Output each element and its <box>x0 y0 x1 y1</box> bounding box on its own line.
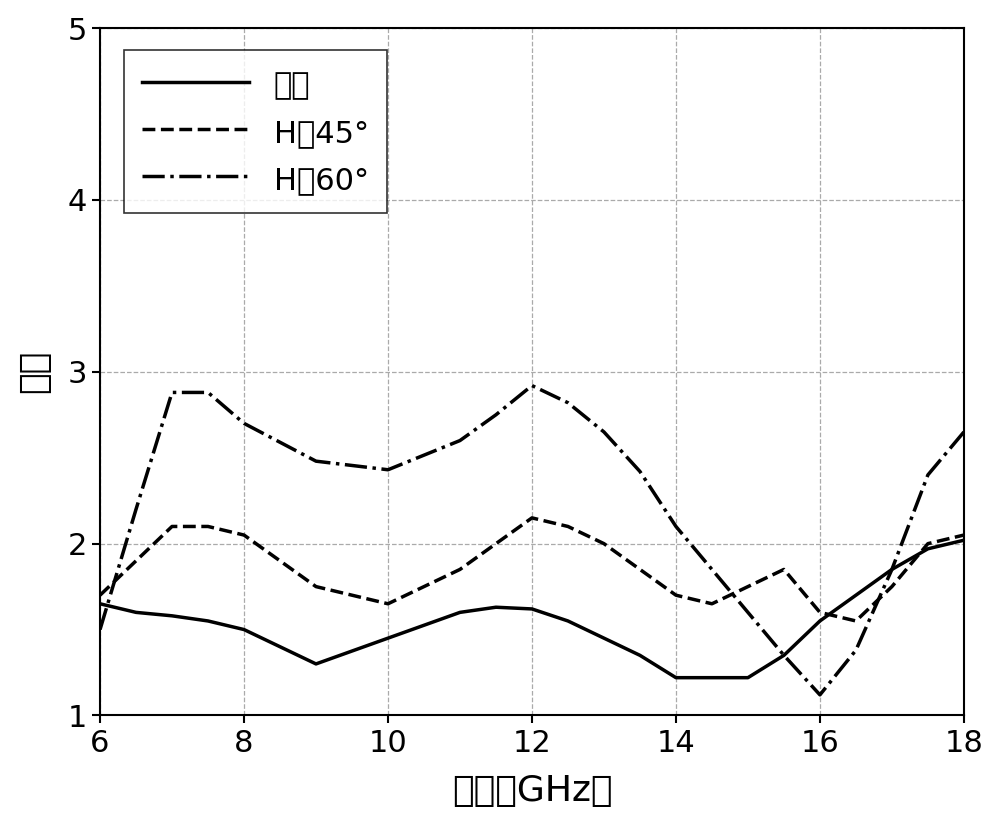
H面45° <box>562 521 574 531</box>
H面60° <box>202 388 214 398</box>
H面45° <box>778 564 790 574</box>
H面45° <box>238 530 250 540</box>
H面60° <box>778 650 790 660</box>
H面45° <box>454 564 466 574</box>
侧射 <box>310 659 322 669</box>
H面60° <box>814 690 826 700</box>
H面60° <box>310 456 322 466</box>
侧射 <box>670 672 682 682</box>
侧射 <box>742 672 754 682</box>
Y-axis label: 驻波: 驻波 <box>17 350 51 394</box>
H面60° <box>922 470 934 480</box>
侧射 <box>490 602 502 612</box>
H面60° <box>886 564 898 574</box>
H面45° <box>850 616 862 626</box>
侧射 <box>958 535 970 545</box>
侧射 <box>130 607 142 617</box>
H面45° <box>490 539 502 549</box>
H面45° <box>922 539 934 549</box>
X-axis label: 频率（GHz）: 频率（GHz） <box>452 775 612 808</box>
H面45° <box>886 582 898 592</box>
侧射 <box>634 650 646 660</box>
H面45° <box>310 582 322 592</box>
H面45° <box>706 599 718 609</box>
H面45° <box>526 513 538 523</box>
H面60° <box>454 436 466 446</box>
H面60° <box>706 564 718 574</box>
Line: H面60°: H面60° <box>100 385 964 695</box>
H面60° <box>94 625 106 634</box>
侧射 <box>454 607 466 617</box>
H面60° <box>958 427 970 437</box>
侧射 <box>166 610 178 620</box>
H面60° <box>490 410 502 420</box>
H面60° <box>526 380 538 390</box>
H面60° <box>598 427 610 437</box>
侧射 <box>778 650 790 660</box>
侧射 <box>706 672 718 682</box>
侧射 <box>814 616 826 626</box>
H面60° <box>562 398 574 408</box>
H面45° <box>382 599 394 609</box>
H面45° <box>166 521 178 531</box>
H面45° <box>670 590 682 600</box>
H面60° <box>742 607 754 617</box>
侧射 <box>850 590 862 600</box>
侧射 <box>238 625 250 634</box>
H面45° <box>598 539 610 549</box>
Legend: 侧射, H面45°, H面60°: 侧射, H面45°, H面60° <box>124 50 387 214</box>
H面60° <box>166 388 178 398</box>
H面60° <box>238 418 250 428</box>
Line: H面45°: H面45° <box>100 518 964 621</box>
侧射 <box>922 544 934 554</box>
H面60° <box>670 521 682 531</box>
H面45° <box>94 590 106 600</box>
H面45° <box>202 521 214 531</box>
H面60° <box>634 466 646 476</box>
H面60° <box>850 645 862 655</box>
侧射 <box>562 616 574 626</box>
H面45° <box>742 582 754 592</box>
H面45° <box>814 607 826 617</box>
侧射 <box>382 634 394 644</box>
侧射 <box>202 616 214 626</box>
H面45° <box>130 556 142 566</box>
H面45° <box>958 530 970 540</box>
H面45° <box>634 564 646 574</box>
侧射 <box>886 564 898 574</box>
H面60° <box>130 504 142 514</box>
侧射 <box>94 599 106 609</box>
侧射 <box>598 634 610 644</box>
H面60° <box>382 464 394 474</box>
侧射 <box>526 604 538 614</box>
Line: 侧射: 侧射 <box>100 540 964 677</box>
